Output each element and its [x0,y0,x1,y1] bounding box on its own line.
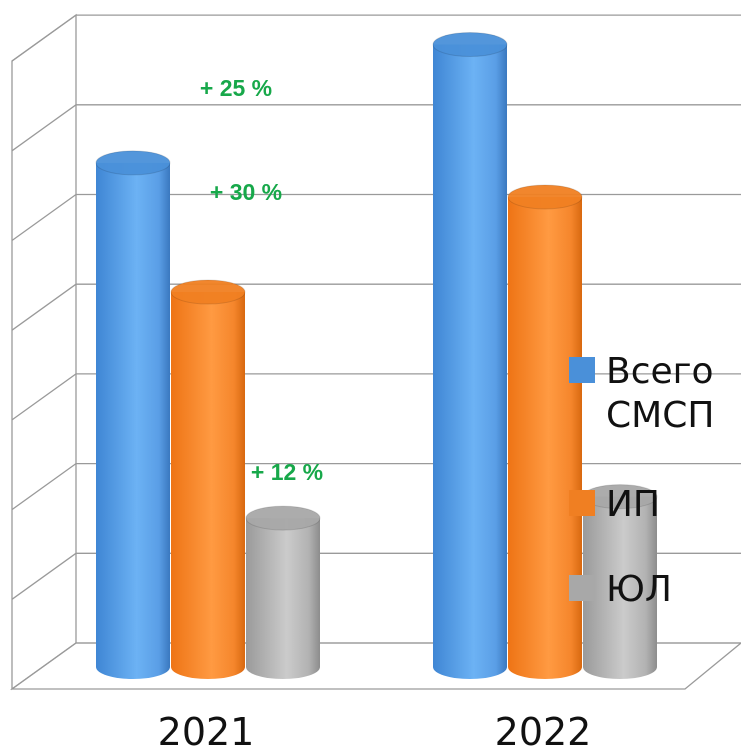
bar-юл-2021 [245,505,321,679]
legend-label: ЮЛ [606,569,672,610]
bars [95,31,658,680]
bar-всего-смсп-2022 [432,31,508,680]
legend-label: ИП [606,484,660,525]
growth-annotation: + 12 % [251,459,323,485]
growth-annotation: + 25 % [200,75,272,101]
gridline [11,104,741,152]
legend-label: СМСП [606,395,714,436]
gridline [11,14,741,62]
category-label: 2021 [158,710,255,747]
bar-всего-смсп-2021 [95,150,171,679]
legend-swatch [569,490,595,516]
legend-item: ИП [569,484,660,525]
bar-юл-2022 [582,484,658,679]
legend-swatch [569,357,595,383]
legend-label: Всего [606,351,714,392]
category-label: 2022 [495,710,592,747]
bar-ип-2021 [170,279,246,679]
legend-swatch [569,575,595,601]
annotations: + 25 % + 30 % + 12 % [200,75,323,485]
growth-annotation: + 30 % [210,179,282,205]
legend-item: ЮЛ [569,569,672,610]
category-labels: 2021 2022 [158,710,592,747]
bar-ип-2022 [507,184,583,680]
side-wall [11,13,77,691]
